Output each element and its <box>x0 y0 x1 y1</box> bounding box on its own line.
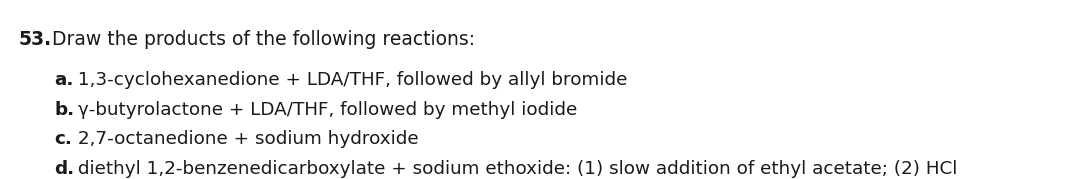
Text: 1,3-cyclohexanedione + LDA/THF, followed by allyl bromide: 1,3-cyclohexanedione + LDA/THF, followed… <box>72 71 627 89</box>
Text: c.: c. <box>54 130 72 148</box>
Text: diethyl 1,2-benzenedicarboxylate + sodium ethoxide: (1) slow addition of ethyl a: diethyl 1,2-benzenedicarboxylate + sodiu… <box>72 159 957 178</box>
Text: a.: a. <box>54 71 73 89</box>
Text: Draw the products of the following reactions:: Draw the products of the following react… <box>52 30 474 49</box>
Text: 53.: 53. <box>18 30 52 49</box>
Text: d.: d. <box>54 159 74 178</box>
Text: 2,7-octanedione + sodium hydroxide: 2,7-octanedione + sodium hydroxide <box>72 130 418 148</box>
Text: γ-butyrolactone + LDA/THF, followed by methyl iodide: γ-butyrolactone + LDA/THF, followed by m… <box>72 101 577 119</box>
Text: b.: b. <box>54 101 74 119</box>
